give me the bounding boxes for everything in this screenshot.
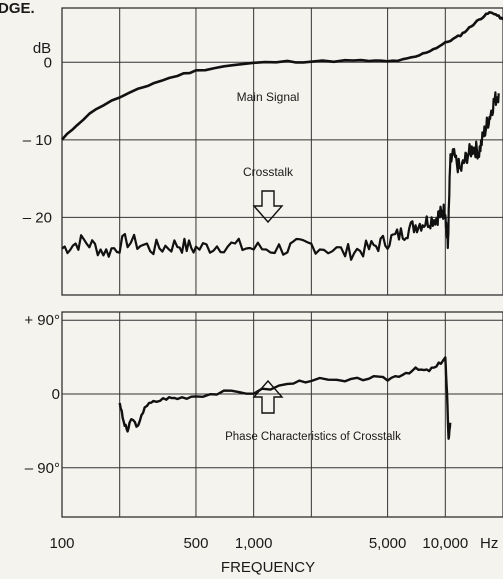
level-y-tick-label: – 20 xyxy=(23,209,52,226)
phase-crosstalk-line xyxy=(118,356,452,440)
crosstalk-line xyxy=(61,91,500,261)
x-tick-label: 10,000 xyxy=(422,535,468,552)
level-y-tick-label: – 10 xyxy=(23,132,52,149)
x-axis-label: FREQUENCY xyxy=(221,559,315,576)
phase-y-ticks: + 90° 0 – 90° xyxy=(24,312,60,477)
header-fragment: DGE. xyxy=(0,0,35,17)
phase-arrow-icon xyxy=(252,379,284,414)
level-y-ticks: 0 – 10 – 20 xyxy=(23,54,52,226)
phase-panel: + 90° 0 – 90° Phase Characteristics of Cro… xyxy=(24,311,503,518)
level-panel: dB 0 – 10 – 20 Main Signal Crosstalk xyxy=(23,7,503,296)
main-signal-label: Main Signal xyxy=(237,90,300,104)
x-tick-labels: 100 500 1,000 5,000 10,000 xyxy=(49,535,468,552)
x-unit-label: Hz xyxy=(480,535,498,552)
main-signal-line xyxy=(61,11,503,141)
level-grid xyxy=(62,8,503,295)
phase-grid xyxy=(62,312,503,517)
y-axis-label: dB xyxy=(33,40,51,57)
x-tick-label: 500 xyxy=(183,535,208,552)
x-tick-label: 1,000 xyxy=(235,535,273,552)
phase-y-tick-label: – 90° xyxy=(25,460,60,477)
phase-label: Phase Characteristics of Crosstalk xyxy=(225,431,401,443)
level-plot-frame xyxy=(61,7,503,296)
crosstalk-label: Crosstalk xyxy=(243,165,294,179)
level-y-tick-label: 0 xyxy=(44,54,52,71)
x-tick-label: 5,000 xyxy=(369,535,407,552)
x-tick-label: 100 xyxy=(49,535,74,552)
phase-y-tick-label: 0 xyxy=(52,386,60,403)
crosstalk-arrow-icon xyxy=(252,190,284,224)
phase-y-tick-label: + 90° xyxy=(24,312,60,329)
phase-plot-frame xyxy=(61,311,503,518)
